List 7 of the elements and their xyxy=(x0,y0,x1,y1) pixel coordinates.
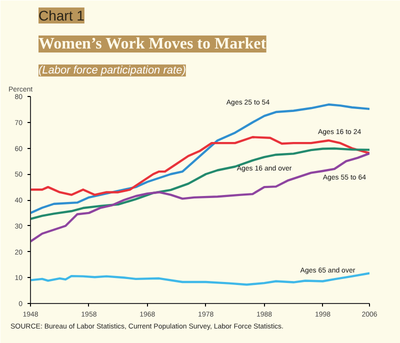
line-series xyxy=(30,152,370,242)
caption: Chart 1 xyxy=(38,8,85,24)
chart-subtitle: (Labor force participation rate) xyxy=(38,64,186,76)
line-series xyxy=(30,272,370,286)
line-series xyxy=(30,136,370,196)
line-series xyxy=(30,147,370,220)
chart-title: Women’s Work Moves to Market xyxy=(38,36,267,52)
